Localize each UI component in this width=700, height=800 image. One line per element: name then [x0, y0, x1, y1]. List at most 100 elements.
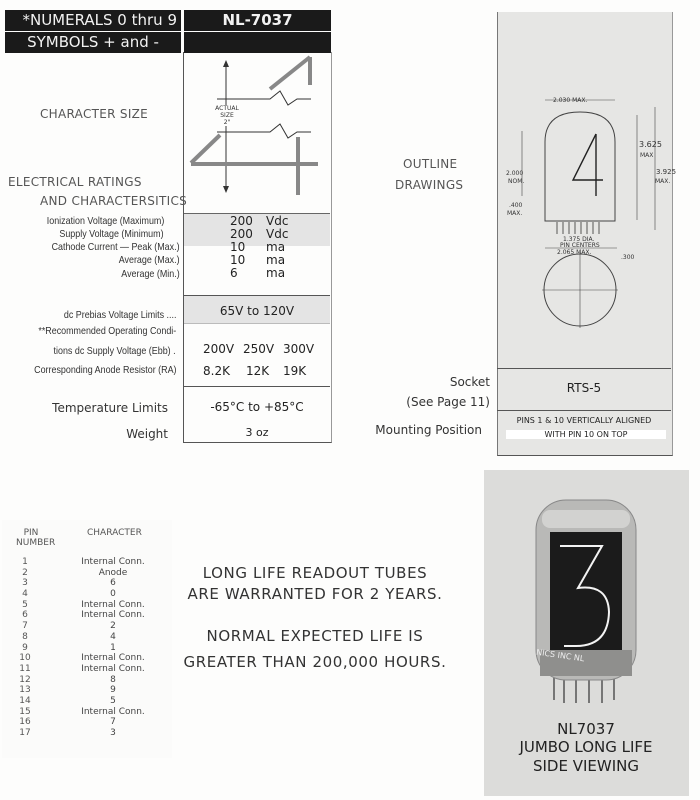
outline-label-1: OUTLINE [403, 157, 458, 171]
cathode-avg-max-label: Average (Max.) [119, 254, 180, 266]
pin-character: 2 [110, 621, 116, 632]
dim-body-height: 3.625 [639, 140, 662, 149]
actual-size-note: ACTUAL SIZE 2" [212, 105, 242, 126]
outline-dimensions: 2.030 MAX. 3.625 MAX 3.925 MAX. 2.000 NO… [497, 12, 676, 368]
pin-row: 10 Internal Conn. [10, 653, 168, 664]
operating-label-2: tions dc Supply Voltage (Ebb) . [53, 345, 176, 357]
ionization-voltage-value: 200 [230, 214, 253, 228]
pin-number: 1 [22, 557, 28, 567]
tube-photo [535, 499, 637, 703]
pin-number: 16 [19, 717, 31, 728]
weight-label: Weight [126, 427, 168, 441]
pin-character: 0 [110, 589, 116, 600]
caption-model: NL7037 [557, 720, 615, 738]
header-numerals: *NUMERALS 0 thru 9 [5, 10, 181, 31]
warranty-line-1: LONG LIFE READOUT TUBES [202, 564, 428, 582]
cathode-avg-min-value: 6 [230, 266, 238, 280]
outline-label-2: DRAWINGS [395, 178, 464, 192]
pin-number: 8 [22, 631, 28, 642]
pin-character: Anode [98, 567, 128, 578]
divider [184, 386, 330, 387]
pin-row: 16 7 [10, 717, 168, 728]
character-header: CHARACTER [87, 528, 142, 538]
divider [497, 410, 671, 411]
actual-size-line1: ACTUAL [215, 105, 239, 112]
divider [497, 368, 671, 369]
dim-char-height: 2.000 [506, 170, 524, 177]
dim-pin-dia: 1.375 DIA. [563, 236, 595, 243]
supply-250v: 250V [243, 342, 275, 356]
pin-number: 9 [22, 642, 28, 653]
supply-300v: 300V [283, 342, 315, 356]
pin-number: 4 [22, 589, 28, 600]
pin-number: 11 [19, 663, 31, 674]
pin-number: 17 [19, 728, 31, 738]
socket-value: RTS-5 [566, 381, 602, 395]
pin-row: 11 Internal Conn. [10, 664, 168, 675]
pin-character: 5 [110, 695, 116, 706]
pin-number: 10 [19, 653, 31, 664]
pin-row: 15 Internal Conn. [10, 707, 168, 718]
pin-character: 7 [110, 717, 116, 728]
socket-label: Socket [449, 375, 490, 389]
caption-line-2: JUMBO LONG LIFE [519, 738, 653, 756]
pin-number: 3 [22, 578, 28, 589]
actual-size-line3: 2" [223, 119, 231, 126]
shaded-prebias-row [184, 295, 330, 324]
pin-number: 15 [19, 706, 31, 717]
supply-voltage-unit: Vdc [266, 227, 289, 241]
dim-bottom-width: 2.065 MAX. [557, 249, 592, 256]
weight-value: 3 oz [245, 426, 269, 439]
pin-row: 5 Internal Conn. [10, 600, 168, 611]
pin-character: Internal Conn. [81, 706, 145, 717]
pin-header-2: NUMBER [16, 538, 56, 548]
pin-character: Internal Conn. [81, 599, 145, 610]
cathode-avg-max-value: 10 [230, 253, 246, 267]
pin-character: 3 [110, 728, 116, 738]
pin-header-1: PIN [23, 528, 39, 538]
pin-number: 2 [22, 567, 28, 578]
actual-size-line2: SIZE [220, 112, 234, 119]
pin-character: Internal Conn. [81, 610, 145, 621]
supply-200v: 200V [203, 342, 235, 356]
dim-top-width: 2.030 MAX. [553, 97, 588, 104]
shaded-voltage-rows [184, 213, 330, 246]
pin-character: Internal Conn. [81, 557, 145, 567]
supply-voltage-value: 200 [230, 227, 253, 241]
ionization-voltage-unit: Vdc [266, 214, 289, 228]
header-bar-blank [184, 32, 331, 53]
resistor-19k: 19K [283, 364, 307, 378]
pin-row: 14 5 [10, 696, 168, 707]
prebias-label: dc Prebias Voltage Limits .... [63, 309, 176, 321]
mounting-value-1: PINS 1 & 10 VERTICALLY ALIGNED [516, 416, 652, 425]
prebias-value: 65V to 120V [219, 304, 295, 318]
dim-base: .400 [509, 202, 523, 209]
pin-number: 12 [19, 674, 31, 685]
temperature-value: -65°C to +85°C [210, 400, 304, 414]
pin-character: 8 [110, 674, 116, 685]
outline-drawing [521, 99, 656, 328]
dim-total-height: 3.925 [656, 168, 677, 176]
socket-ref: (See Page 11) [406, 395, 490, 409]
dim-total-height-max: MAX. [655, 178, 671, 185]
supply-voltage-label: Supply Voltage (Minimum) [59, 228, 164, 240]
character-size-label: CHARACTER SIZE [40, 107, 149, 121]
operating-label-1: **Recommended Operating Condi- [38, 325, 176, 337]
warranty-line-2: ARE WARRANTED FOR 2 YEARS. [187, 585, 443, 603]
header-model: NL-7037 [184, 10, 331, 31]
pin-number: 7 [22, 621, 28, 632]
pin-character: 1 [110, 642, 116, 653]
dim-base-max: MAX. [507, 210, 523, 217]
pin-character: 4 [110, 631, 116, 642]
dim-body-height-max: MAX [640, 152, 654, 159]
ionization-voltage-label: Ionization Voltage (Maximum) [46, 215, 164, 227]
cathode-peak-value: 10 [230, 240, 246, 254]
pin-row: 1 Internal Conn. [10, 557, 168, 568]
pin-rows: 1 Internal Conn. 2 Anode 3 6 4 0 5 Internal Conn.… [10, 557, 168, 739]
pin-character: 6 [110, 578, 116, 589]
